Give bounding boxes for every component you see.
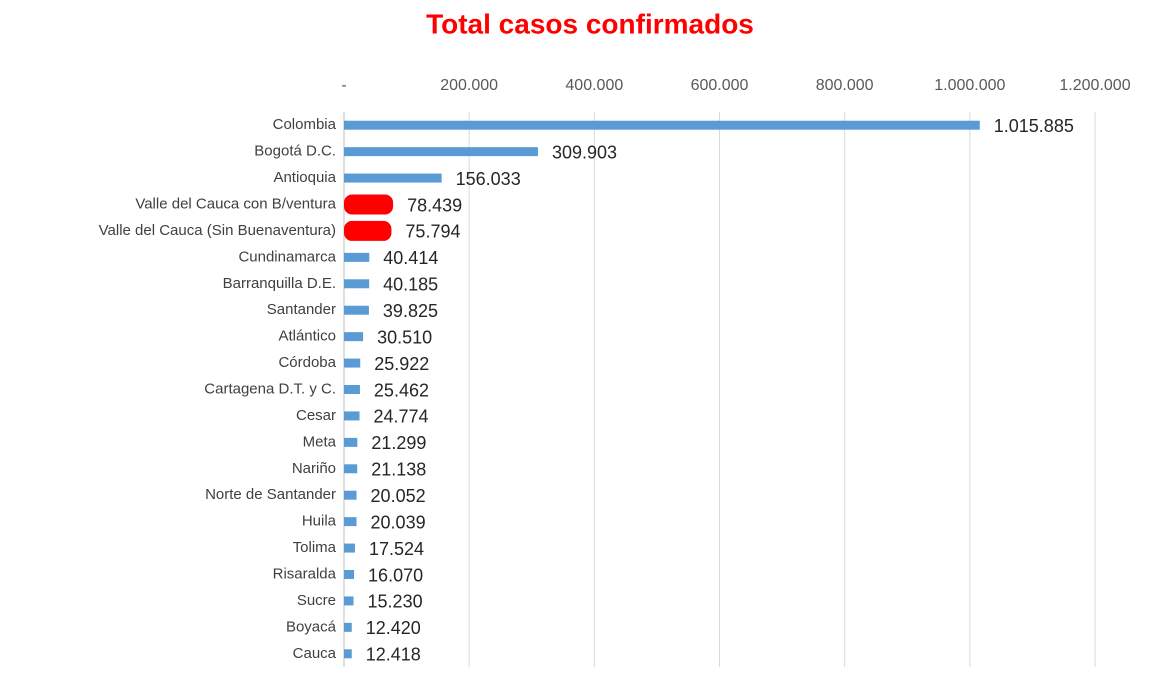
bar xyxy=(344,596,354,606)
x-tick-label: 600.000 xyxy=(691,77,749,94)
y-tick-label: Cartagena D.T. y C. xyxy=(204,380,336,397)
value-label: 156.033 xyxy=(456,169,521,189)
bar xyxy=(344,649,352,659)
y-tick-label: Valle del Cauca con B/ventura xyxy=(135,195,336,212)
value-label: 25.462 xyxy=(374,380,429,400)
bar xyxy=(344,464,358,474)
bar xyxy=(344,570,355,579)
y-tick-label: Atlántico xyxy=(278,328,336,345)
value-label: 21.138 xyxy=(371,460,426,480)
y-tick-label: Huila xyxy=(302,513,337,530)
y-tick-label: Valle del Cauca (Sin Buenaventura) xyxy=(99,222,336,239)
y-tick-label: Norte de Santander xyxy=(205,486,336,503)
bar xyxy=(344,279,370,289)
value-label: 78.439 xyxy=(407,195,462,215)
bar xyxy=(344,305,369,315)
x-tick-label: 1.200.000 xyxy=(1059,77,1130,94)
y-tick-label: Meta xyxy=(303,433,337,450)
value-label: 12.420 xyxy=(366,618,421,638)
bar xyxy=(344,358,361,368)
value-label: 16.070 xyxy=(368,565,423,585)
bar xyxy=(344,490,357,500)
value-label: 17.524 xyxy=(369,539,424,559)
y-tick-label: Nariño xyxy=(292,460,336,477)
value-label: 75.794 xyxy=(405,222,460,242)
value-label: 39.825 xyxy=(383,301,438,321)
bar xyxy=(344,194,394,215)
value-label: 24.774 xyxy=(374,407,429,427)
value-label: 15.230 xyxy=(368,592,423,612)
value-label: 309.903 xyxy=(552,142,617,162)
y-tick-label: Córdoba xyxy=(278,354,336,371)
y-tick-label: Colombia xyxy=(273,116,337,133)
value-label: 12.418 xyxy=(366,645,421,665)
y-tick-label: Santander xyxy=(267,301,336,318)
y-tick-label: Antioquia xyxy=(273,169,336,186)
bar xyxy=(344,120,980,130)
x-tick-label: - xyxy=(341,77,346,94)
bar xyxy=(344,543,355,553)
y-tick-label: Tolima xyxy=(293,539,337,556)
chart-title: Total casos confirmados xyxy=(426,8,754,39)
value-label: 21.299 xyxy=(371,433,426,453)
y-tick-label: Bogotá D.C. xyxy=(254,143,336,160)
value-label: 40.414 xyxy=(383,248,438,268)
x-tick-label: 1.000.000 xyxy=(934,77,1005,94)
y-tick-label: Barranquilla D.E. xyxy=(223,275,336,292)
bar xyxy=(344,622,352,632)
bar xyxy=(344,220,392,241)
bar xyxy=(344,517,357,527)
y-tick-label: Sucre xyxy=(297,592,336,609)
bar xyxy=(344,147,538,157)
value-label: 20.039 xyxy=(371,512,426,532)
bar xyxy=(344,252,370,262)
y-tick-label: Risaralda xyxy=(273,565,337,582)
y-tick-label: Boyacá xyxy=(286,618,337,635)
bar xyxy=(344,385,360,394)
value-label: 20.052 xyxy=(371,486,426,506)
x-tick-label: 200.000 xyxy=(440,77,498,94)
bar xyxy=(344,173,442,183)
bar xyxy=(344,411,360,421)
value-label: 30.510 xyxy=(377,327,432,347)
y-tick-label: Cauca xyxy=(293,645,337,662)
y-tick-label: Cundinamarca xyxy=(238,248,336,265)
bar xyxy=(344,332,364,342)
value-label: 40.185 xyxy=(383,275,438,295)
x-tick-label: 800.000 xyxy=(816,77,874,94)
value-label: 1.015.885 xyxy=(994,116,1074,136)
bar xyxy=(344,437,358,447)
y-tick-label: Cesar xyxy=(296,407,336,424)
x-tick-label: 400.000 xyxy=(565,77,623,94)
value-label: 25.922 xyxy=(374,354,429,374)
